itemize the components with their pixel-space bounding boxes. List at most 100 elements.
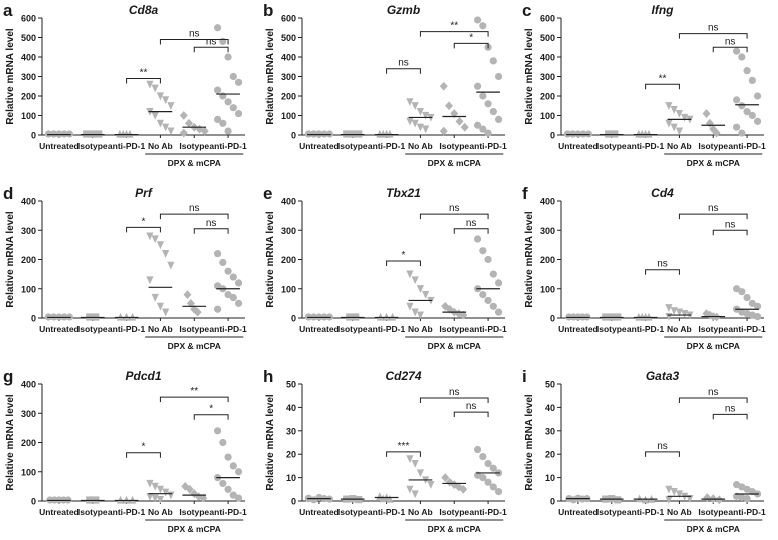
y-tick-label: 500 [21,33,36,43]
data-point [65,130,74,138]
y-tick-label: 400 [21,197,36,207]
data-point [151,235,159,244]
x-tick-label: anti-PD-1 [209,507,247,517]
data-point [343,130,351,138]
data-point [183,290,192,299]
significance-label: ns [725,403,736,414]
data-point [213,305,222,313]
significance-label: ** [659,73,667,84]
significance-label: ns [657,441,668,452]
panel-title: Cd274 [385,369,421,383]
x-tick-label: Untreated [299,507,339,517]
y-tick-label: 100 [281,284,296,294]
x-tick-label: Untreated [558,324,598,334]
panel-letter: i [522,367,527,386]
significance-label: ns [657,259,668,270]
data-point [427,481,435,489]
data-point [665,496,673,505]
data-point [484,129,492,137]
significance-bracket [645,269,680,275]
x-tick-label: Isotype [179,324,209,334]
significance-label: *** [398,441,410,452]
data-point [151,482,159,491]
x-tick-label: Isotype [597,324,627,334]
y-tick-label: 100 [281,111,296,121]
data-point [162,123,170,132]
data-point [224,127,232,135]
y-axis-label: Relative mRNA level [524,28,535,125]
data-point [665,119,673,128]
data-point [422,291,430,299]
y-tick-label: 20 [286,450,296,460]
data-point [665,304,673,312]
data-point [738,53,746,61]
data-point [753,117,762,125]
data-point [738,129,746,137]
data-point [732,285,741,293]
y-tick-label: 0 [550,497,555,507]
data-point [213,86,222,94]
data-point [665,485,673,494]
x-tick-label: No Ab [408,141,433,151]
data-point [489,464,497,472]
panel-f: f Cd4 Relative mRNA level 0 100 200 300 400 Untr… [522,184,766,351]
data-point [479,247,487,255]
group-label: DPX & mCPA [168,524,221,534]
data-point [489,108,497,116]
significance-label: ** [140,67,148,78]
y-tick-label: 100 [21,284,36,294]
y-tick-label: 0 [31,497,36,507]
y-tick-label: 30 [286,426,296,436]
panel-title: Gzmb [387,3,420,17]
significance-label: ns [466,218,477,229]
y-tick-label: 400 [281,53,296,63]
significance-bracket [419,397,489,404]
x-tick-label: anti-PD-1 [368,324,406,334]
data-point [473,82,482,90]
data-point [128,495,137,504]
significance-bracket [193,414,229,420]
data-point [146,80,154,89]
panel-g: g Pdcd1 Relative mRNA level 0 100 200 300 400 Un… [3,367,247,534]
data-point [234,494,243,502]
data-point [422,125,430,134]
x-tick-label: Untreated [299,324,339,334]
significance-bracket [419,31,489,37]
data-point [386,129,394,138]
data-point [128,312,137,321]
significance-bracket [712,413,748,420]
data-point [675,308,684,317]
data-point [743,495,751,503]
data-point [439,81,448,91]
data-point [563,130,572,138]
x-tick-label: Isotype [179,141,209,151]
data-point [494,72,503,81]
x-tick-label: No Ab [408,507,433,517]
panel-letter: f [522,184,528,203]
data-point [484,459,492,468]
y-tick-label: 400 [540,53,555,63]
significance-bracket [645,451,680,457]
data-point [229,462,237,470]
data-point [193,307,202,317]
data-point [441,473,450,482]
data-point [60,130,68,138]
data-point [441,301,450,311]
data-point [213,427,222,435]
y-axis-label: Relative mRNA level [524,211,535,308]
y-tick-label: 200 [540,92,555,102]
data-point [479,452,487,461]
significance-bracket [678,397,748,404]
data-point [179,128,188,138]
significance-bracket [645,83,680,90]
data-point [156,302,165,311]
y-tick-label: 100 [540,111,555,121]
data-point [635,494,644,503]
data-point [473,235,482,243]
data-point [95,130,103,138]
significance-bracket [678,213,748,220]
data-point [670,488,678,496]
panel-title: Ifng [652,3,675,17]
x-tick-label: anti-PD-1 [209,141,247,151]
